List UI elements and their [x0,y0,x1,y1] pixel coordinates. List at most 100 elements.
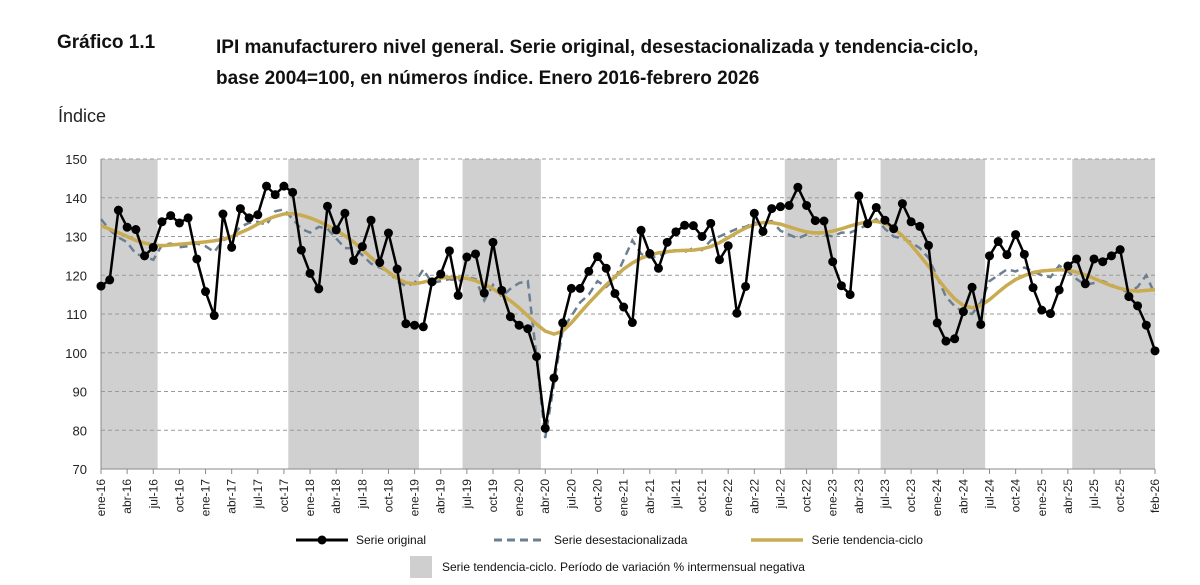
x-tick-label-ene-22: ene-22 [721,479,735,517]
point-original-43 [471,249,481,259]
x-tick-label-oct-22: oct-22 [800,479,814,513]
point-original-97 [941,336,951,346]
point-original-53 [558,318,568,328]
point-original-55 [575,283,585,293]
point-original-65 [662,237,672,247]
point-original-96 [932,318,942,328]
point-original-41 [453,290,463,300]
point-original-77 [767,204,777,214]
point-original-86 [845,290,855,300]
point-original-85 [836,281,846,291]
point-original-35 [401,319,411,329]
x-tick-label-jul-18: jul-18 [355,479,369,510]
point-original-16 [235,204,245,214]
point-original-32 [375,257,385,267]
point-original-115 [1098,257,1108,267]
x-tick-label-ene-20: ene-20 [512,479,526,517]
point-original-105 [1011,230,1021,240]
x-tick-label-jul-21: jul-21 [669,479,683,510]
x-tick-label-ene-25: ene-25 [1035,479,1049,517]
point-original-101 [976,319,986,329]
x-tick-label-oct-20: oct-20 [591,479,605,513]
x-tick-label-oct-21: oct-21 [695,479,709,513]
x-tick-label-feb-26: feb-26 [1148,479,1162,513]
point-original-59 [610,288,620,298]
x-tick-label-abr-21: abr-21 [643,479,657,514]
point-original-10 [183,213,193,223]
point-original-84 [828,257,838,267]
point-original-94 [915,221,925,231]
x-tick-label-jul-22: jul-22 [773,479,787,510]
point-original-29 [349,256,359,266]
x-tick-label-oct-17: oct-17 [277,479,291,513]
point-original-0 [96,281,106,291]
x-tick-label-oct-23: oct-23 [904,479,918,513]
x-tick-label-ene-17: ene-17 [199,479,213,517]
point-original-26 [322,201,332,211]
shaded-period-4 [880,159,986,469]
point-original-87 [854,191,864,201]
point-original-69 [697,232,707,241]
point-original-62 [636,225,646,235]
point-original-38 [427,277,437,287]
point-original-57 [593,252,603,262]
legend-swatch-shaded [410,556,432,578]
point-original-25 [314,284,324,294]
point-original-3 [122,222,132,232]
x-tick-label-jul-24: jul-24 [982,479,996,510]
point-original-82 [810,216,820,226]
point-original-106 [1019,249,1029,259]
x-tick-label-oct-18: oct-18 [381,479,395,513]
legend-label-seasonal: Serie desestacionalizada [554,533,688,547]
y-tick-label-140: 140 [65,191,87,206]
point-original-2 [113,205,123,215]
legend-swatch-seasonal [494,538,547,542]
point-original-119 [1133,301,1143,311]
figure-number: Gráfico 1.1 [57,32,156,53]
point-original-22 [288,187,298,197]
point-original-52 [549,373,559,383]
point-original-27 [331,225,341,235]
x-tick-label-ene-19: ene-19 [408,479,422,517]
point-original-54 [566,283,576,293]
y-tick-label-100: 100 [65,346,87,361]
point-original-5 [140,251,150,261]
point-original-58 [601,263,611,273]
point-original-56 [584,266,594,276]
x-tick-label-abr-22: abr-22 [747,479,761,514]
x-tick-label-jul-17: jul-17 [251,479,265,510]
point-original-34 [392,264,402,274]
point-original-11 [192,254,202,264]
y-tick-label-80: 80 [73,423,87,438]
point-original-89 [871,202,881,212]
point-original-79 [784,201,794,210]
x-tick-label-oct-24: oct-24 [1009,479,1023,513]
legend-item-trend: Serie tendencia-ciclo [751,533,923,547]
point-original-113 [1080,279,1090,289]
point-original-75 [749,208,759,218]
point-original-72 [723,241,733,251]
point-original-110 [1054,285,1064,295]
point-original-24 [305,268,315,278]
x-tick-label-abr-20: abr-20 [538,479,552,514]
point-original-6 [148,242,158,252]
point-original-102 [984,251,994,261]
legend-item-original: Serie original [296,533,426,547]
legend-label-shaded: Serie tendencia-ciclo. Período de variac… [442,560,805,574]
x-tick-label-abr-17: abr-17 [225,479,239,514]
y-tick-label-70: 70 [73,462,87,477]
point-original-31 [366,215,376,225]
point-original-19 [262,181,272,191]
y-tick-label-150: 150 [65,152,87,167]
x-tick-label-ene-23: ene-23 [826,479,840,517]
point-original-112 [1072,254,1082,264]
point-original-73 [732,308,742,318]
point-original-67 [680,220,690,230]
point-original-111 [1063,261,1073,271]
point-original-23 [296,245,306,255]
x-tick-label-oct-19: oct-19 [486,479,500,513]
legend-swatch-trend [751,538,804,542]
y-axis-label: Índice [58,106,107,126]
point-original-18 [253,210,263,220]
point-original-7 [157,217,167,227]
